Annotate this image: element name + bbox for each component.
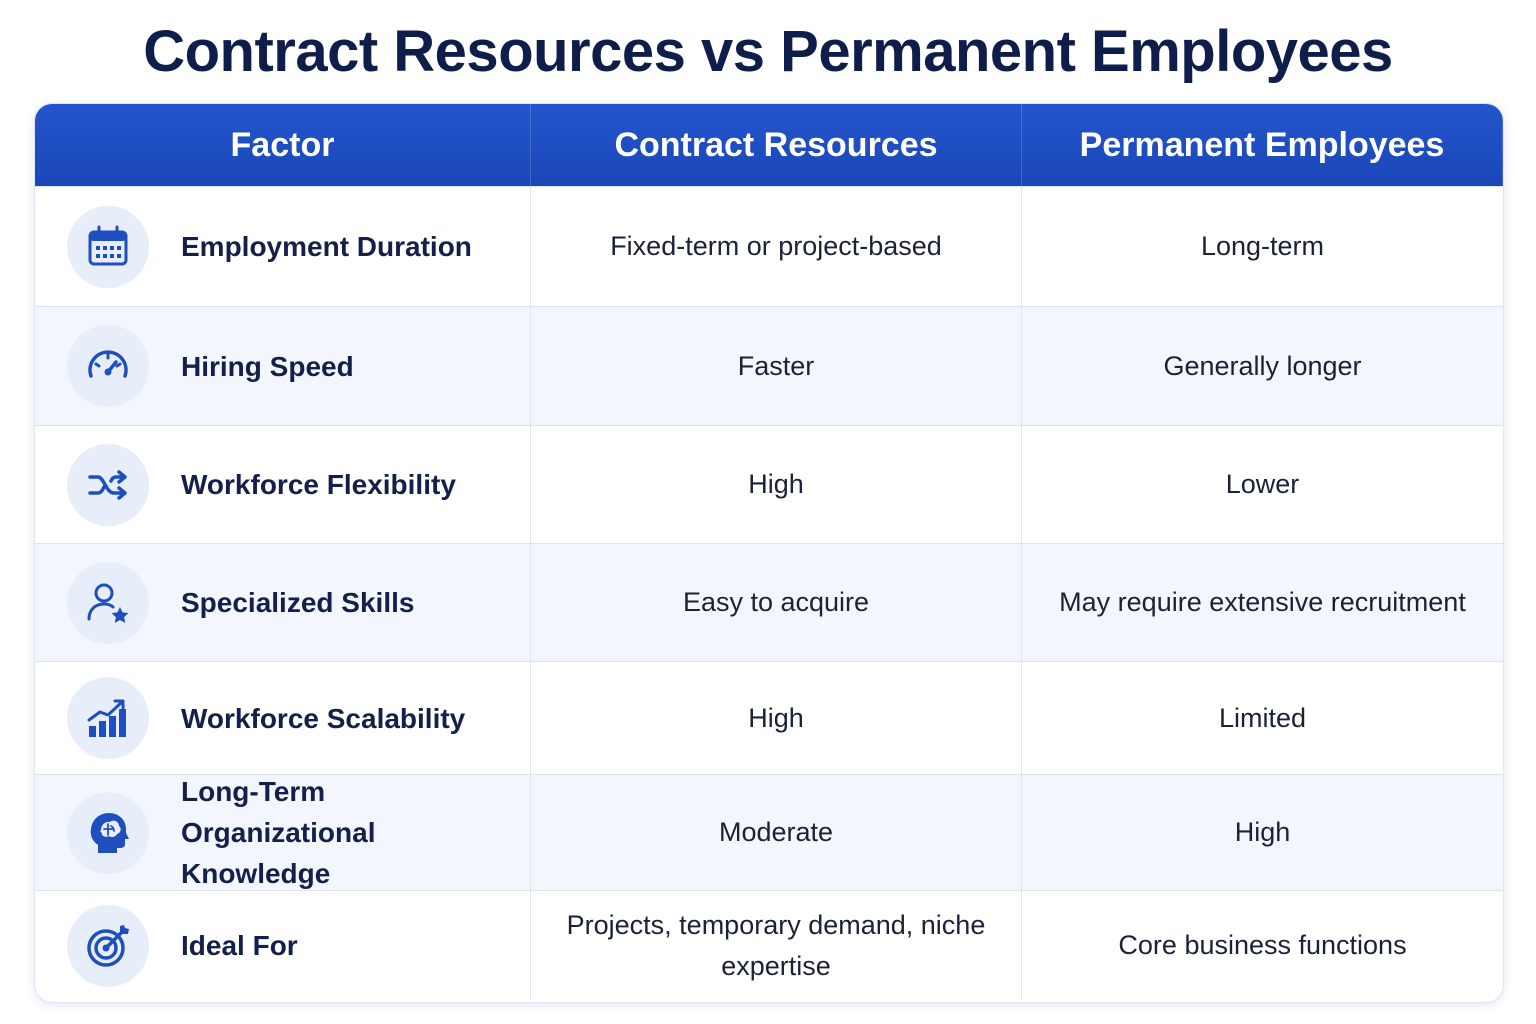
speedometer-icon (67, 325, 149, 407)
head-brain-icon (67, 791, 149, 874)
factor-label: Employment Duration (181, 231, 472, 262)
header-contract-resources: Contract Resources (531, 104, 1022, 186)
permanent-value: Limited (1022, 661, 1503, 774)
table-row-factor-cell: Specialized Skills (35, 543, 531, 661)
table-row-factor-cell: Ideal For (35, 890, 531, 1000)
permanent-value: High (1022, 774, 1503, 890)
header-permanent-employees: Permanent Employees (1022, 104, 1503, 186)
table-row-factor-cell: Workforce Scalability (35, 661, 531, 774)
header-factor: Factor (35, 104, 531, 186)
contract-value: Easy to acquire (531, 543, 1022, 661)
table-row-factor-cell: Employment Duration (35, 186, 531, 306)
table-grid: Factor Contract Resources Permanent Empl… (35, 104, 1503, 1002)
factor-label: Workforce Flexibility (181, 469, 456, 500)
permanent-value: Generally longer (1022, 306, 1503, 425)
contract-value: Faster (531, 306, 1022, 425)
page-title: Contract Resources vs Permanent Employee… (143, 19, 1393, 84)
permanent-value: Core business functions (1022, 890, 1503, 1000)
contract-value: Fixed-term or project-based (531, 186, 1022, 306)
shuffle-arrows-icon (67, 443, 149, 526)
comparison-table: Factor Contract Resources Permanent Empl… (34, 103, 1504, 1003)
factor-label: Workforce Scalability (181, 702, 466, 734)
factor-label: Hiring Speed (181, 350, 354, 382)
factor-label: Specialized Skills (181, 587, 415, 618)
table-row-factor-cell: Long-Term Organizational Knowledge (35, 774, 531, 890)
permanent-value: May require extensive recruitment (1022, 543, 1503, 661)
factor-label: Long-Term Organizational Knowledge (181, 776, 376, 889)
contract-value: High (531, 661, 1022, 774)
contract-value: Moderate (531, 774, 1022, 890)
user-star-icon (67, 561, 149, 644)
contract-value: High (531, 425, 1022, 543)
growth-chart-icon (67, 677, 149, 759)
calendar-icon (67, 205, 149, 288)
table-row-factor-cell: Hiring Speed (35, 306, 531, 425)
contract-value: Projects, temporary demand, niche expert… (531, 890, 1022, 1000)
permanent-value: Lower (1022, 425, 1503, 543)
target-icon (67, 904, 149, 987)
permanent-value: Long-term (1022, 186, 1503, 306)
table-row-factor-cell: Workforce Flexibility (35, 425, 531, 543)
factor-label: Ideal For (181, 930, 298, 961)
